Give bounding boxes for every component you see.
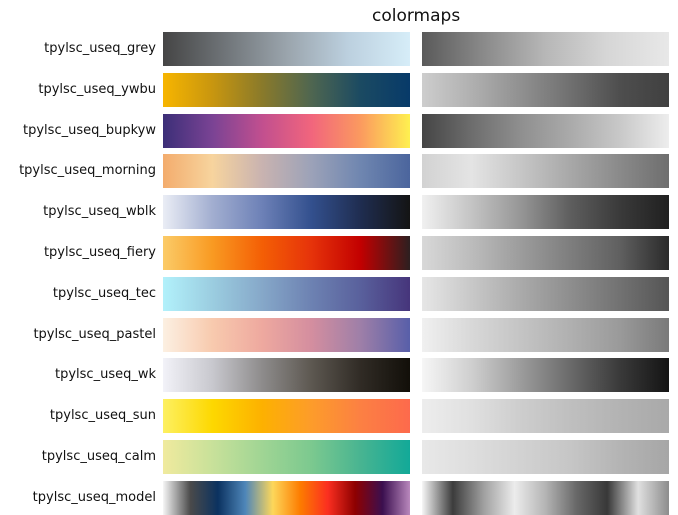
colormap-row: tpylsc_useq_calm	[0, 440, 678, 474]
colormap-label: tpylsc_useq_morning	[19, 163, 156, 179]
colormap-label: tpylsc_useq_model	[32, 489, 156, 505]
colormap-color-bar	[163, 276, 410, 311]
colormap-row: tpylsc_useq_grey	[0, 32, 678, 66]
colormap-color-bar	[163, 358, 410, 393]
colormap-grayscale-bar	[422, 480, 669, 515]
colormap-color-bar	[163, 317, 410, 352]
colormap-label: tpylsc_useq_fiery	[43, 245, 156, 260]
colormap-color-bar	[163, 399, 410, 434]
colormap-color-bar	[163, 480, 410, 515]
colormap-label: tpylsc_useq_wblk	[43, 204, 156, 220]
colormap-grayscale-bar	[422, 440, 669, 474]
colormap-color-bar	[163, 154, 410, 189]
colormap-color-bar	[163, 113, 410, 148]
colormap-row: tpylsc_useq_ywbu	[0, 72, 678, 107]
colormap-color-bar	[163, 72, 410, 107]
colormap-row: tpylsc_useq_wblk	[0, 195, 678, 230]
colormap-color-bar	[163, 32, 410, 66]
colormap-row: tpylsc_useq_bupkyw	[0, 113, 678, 148]
colormap-label: tpylsc_useq_bupkyw	[23, 122, 156, 138]
colormap-grayscale-bar	[422, 32, 669, 66]
figure-title: colormaps	[0, 6, 678, 30]
colormap-grayscale-bar	[422, 236, 669, 270]
colormap-label: tpylsc_useq_ywbu	[38, 81, 156, 97]
colormap-row: tpylsc_useq_morning	[0, 154, 678, 189]
colormap-grayscale-bar	[422, 317, 669, 352]
colormap-row: tpylsc_useq_model	[0, 480, 678, 515]
colormap-color-bar	[163, 195, 410, 230]
colormap-label: tpylsc_useq_tec	[52, 285, 156, 301]
colormap-row: tpylsc_useq_sun	[0, 399, 678, 434]
colormap-color-bar	[163, 440, 410, 474]
colormap-label: tpylsc_useq_wk	[55, 367, 156, 383]
colormap-color-bar	[163, 236, 410, 270]
colormap-row: tpylsc_useq_tec	[0, 276, 678, 311]
colormap-grayscale-bar	[422, 72, 669, 107]
colormap-label: tpylsc_useq_grey	[44, 41, 156, 56]
figure-title-text: colormaps	[372, 6, 461, 26]
colormap-label: tpylsc_useq_sun	[49, 408, 156, 424]
colormap-grayscale-bar	[422, 358, 669, 393]
colormap-row: tpylsc_useq_pastel	[0, 317, 678, 352]
colormap-row: tpylsc_useq_fiery	[0, 236, 678, 270]
colormap-grayscale-bar	[422, 113, 669, 148]
colormap-grayscale-bar	[422, 154, 669, 189]
colormap-label: tpylsc_useq_pastel	[33, 326, 156, 342]
colormap-grayscale-bar	[422, 399, 669, 434]
colormap-row: tpylsc_useq_wk	[0, 358, 678, 393]
colormap-grayscale-bar	[422, 276, 669, 311]
colormap-label: tpylsc_useq_calm	[41, 449, 156, 464]
colormap-grayscale-bar	[422, 195, 669, 230]
